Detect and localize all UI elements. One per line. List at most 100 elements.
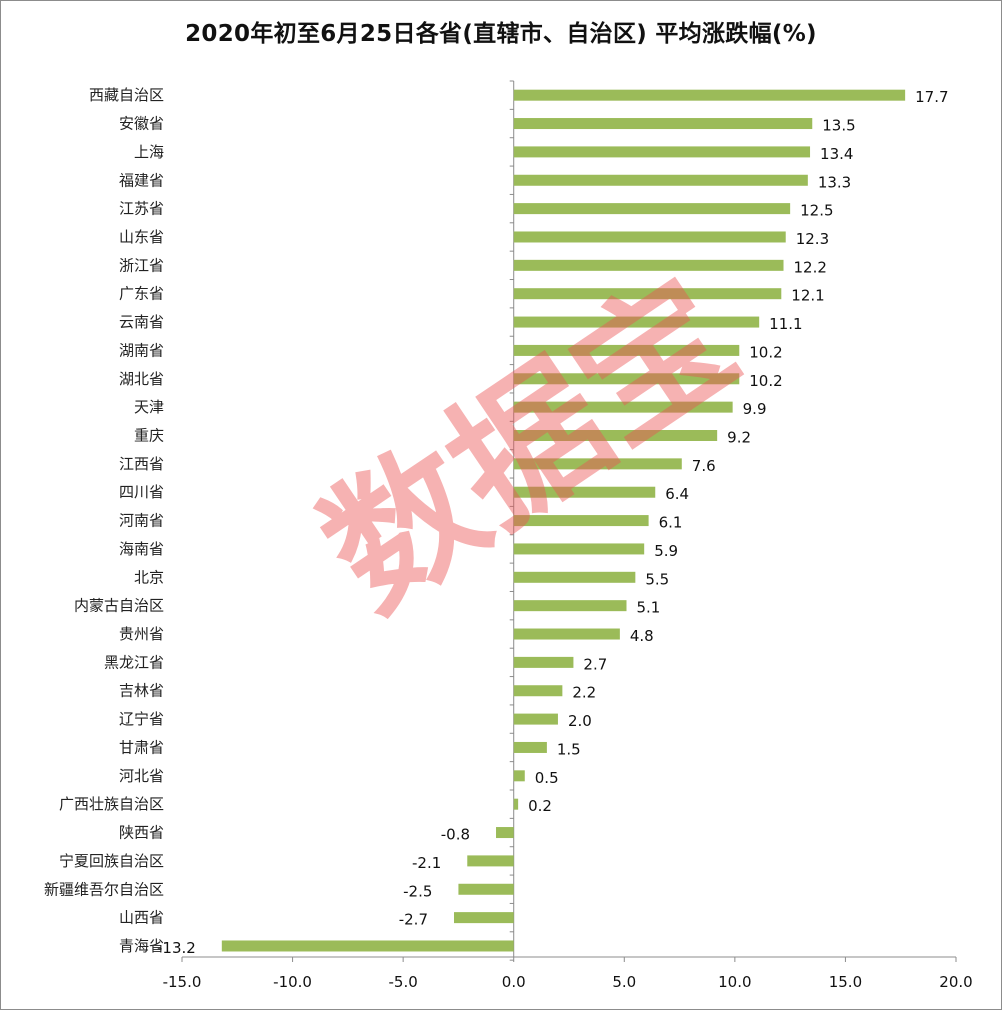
category-label: 宁夏回族自治区	[59, 852, 164, 870]
category-label: 西藏自治区	[89, 86, 164, 104]
bar	[513, 430, 718, 441]
bar	[513, 401, 733, 413]
bar	[513, 628, 620, 640]
value-label: -0.8	[441, 826, 470, 844]
category-label: 河北省	[119, 767, 164, 785]
bar	[496, 827, 514, 839]
value-label: 12.1	[791, 287, 824, 305]
bar	[513, 259, 784, 271]
category-label: 浙江省	[119, 256, 164, 274]
bar	[513, 571, 636, 583]
value-label: 9.9	[743, 400, 767, 418]
category-label: 云南省	[119, 313, 164, 331]
bar	[513, 713, 558, 725]
value-label: -2.5	[403, 882, 432, 900]
category-label: 贵州省	[119, 625, 164, 643]
bar	[513, 174, 808, 186]
category-label: 河南省	[119, 512, 164, 530]
value-label: 12.5	[800, 202, 833, 220]
category-label: 江西省	[119, 455, 164, 473]
bar	[467, 855, 514, 867]
category-label: 上海	[134, 143, 164, 161]
bar	[513, 373, 740, 385]
category-label: 陕西省	[119, 824, 164, 842]
category-label: 辽宁省	[119, 710, 164, 728]
value-label: 5.9	[654, 542, 678, 560]
category-label: 海南省	[119, 540, 164, 558]
bar	[513, 316, 760, 328]
category-label: 山东省	[119, 228, 164, 246]
category-label: 广东省	[119, 285, 164, 303]
value-label: 6.4	[665, 485, 689, 503]
value-label: -2.1	[412, 854, 441, 872]
category-label: 甘肃省	[119, 738, 164, 756]
value-label: 12.3	[796, 230, 829, 248]
bar	[458, 883, 514, 895]
category-label: 北京	[134, 568, 164, 586]
value-label: 10.2	[749, 372, 782, 390]
bar	[513, 515, 649, 527]
category-label: 四川省	[119, 483, 164, 501]
category-label: 福建省	[119, 171, 164, 189]
value-label: 12.2	[794, 258, 827, 276]
x-tick-label: 0.0	[502, 973, 526, 991]
bar	[513, 741, 547, 753]
bar	[513, 89, 906, 101]
x-tick-label: 10.0	[718, 973, 751, 991]
value-label: 13.5	[822, 117, 855, 135]
bar	[513, 458, 682, 470]
category-label: 黑龙江省	[104, 653, 164, 671]
value-label: 6.1	[659, 514, 683, 532]
bar	[513, 685, 563, 697]
bar	[513, 288, 782, 300]
bar	[513, 118, 813, 130]
category-label: 湖北省	[119, 370, 164, 388]
value-label: 9.2	[727, 429, 751, 447]
category-label: 吉林省	[119, 682, 164, 700]
bar	[513, 146, 811, 158]
category-label: 山西省	[119, 909, 164, 927]
value-label: 13.3	[818, 173, 851, 191]
value-label: 13.4	[820, 145, 853, 163]
value-label: 2.2	[572, 684, 596, 702]
bar	[513, 543, 645, 555]
value-label: 17.7	[915, 88, 948, 106]
x-tick-label: 20.0	[939, 973, 972, 991]
bar	[513, 231, 786, 243]
category-label: 广西壮族自治区	[59, 795, 164, 813]
value-label: 2.7	[583, 655, 607, 673]
chart-title: 2020年初至6月25日各省(直辖市、自治区) 平均涨跌幅(%)	[185, 21, 817, 47]
value-label: 10.2	[749, 343, 782, 361]
category-label: 江苏省	[119, 200, 164, 218]
category-label: 天津	[134, 398, 164, 416]
value-label: 4.8	[630, 627, 654, 645]
value-label: 2.0	[568, 712, 592, 730]
category-label: 重庆	[134, 427, 164, 445]
bar	[221, 940, 514, 952]
category-label: 青海省	[119, 937, 164, 955]
bar	[513, 770, 525, 782]
category-label: 湖南省	[119, 341, 164, 359]
value-label: 11.1	[769, 315, 802, 333]
bar	[513, 600, 627, 612]
bar	[513, 486, 656, 498]
value-label: 1.5	[557, 740, 581, 758]
bar	[454, 912, 514, 924]
bar	[513, 203, 791, 215]
x-tick-label: -15.0	[163, 973, 202, 991]
x-tick-label: 15.0	[829, 973, 862, 991]
bar	[513, 656, 574, 668]
category-label: 内蒙古自治区	[74, 597, 164, 615]
category-label: 新疆维吾尔自治区	[44, 880, 164, 898]
x-tick-label: -10.0	[273, 973, 312, 991]
value-label: 0.2	[528, 797, 552, 815]
value-label: -2.7	[399, 911, 428, 929]
bar	[513, 798, 519, 810]
bar	[513, 344, 740, 356]
value-label: 5.1	[636, 599, 660, 617]
value-label: -13.2	[157, 939, 196, 957]
value-label: 7.6	[692, 457, 716, 475]
x-tick-label: 5.0	[612, 973, 636, 991]
